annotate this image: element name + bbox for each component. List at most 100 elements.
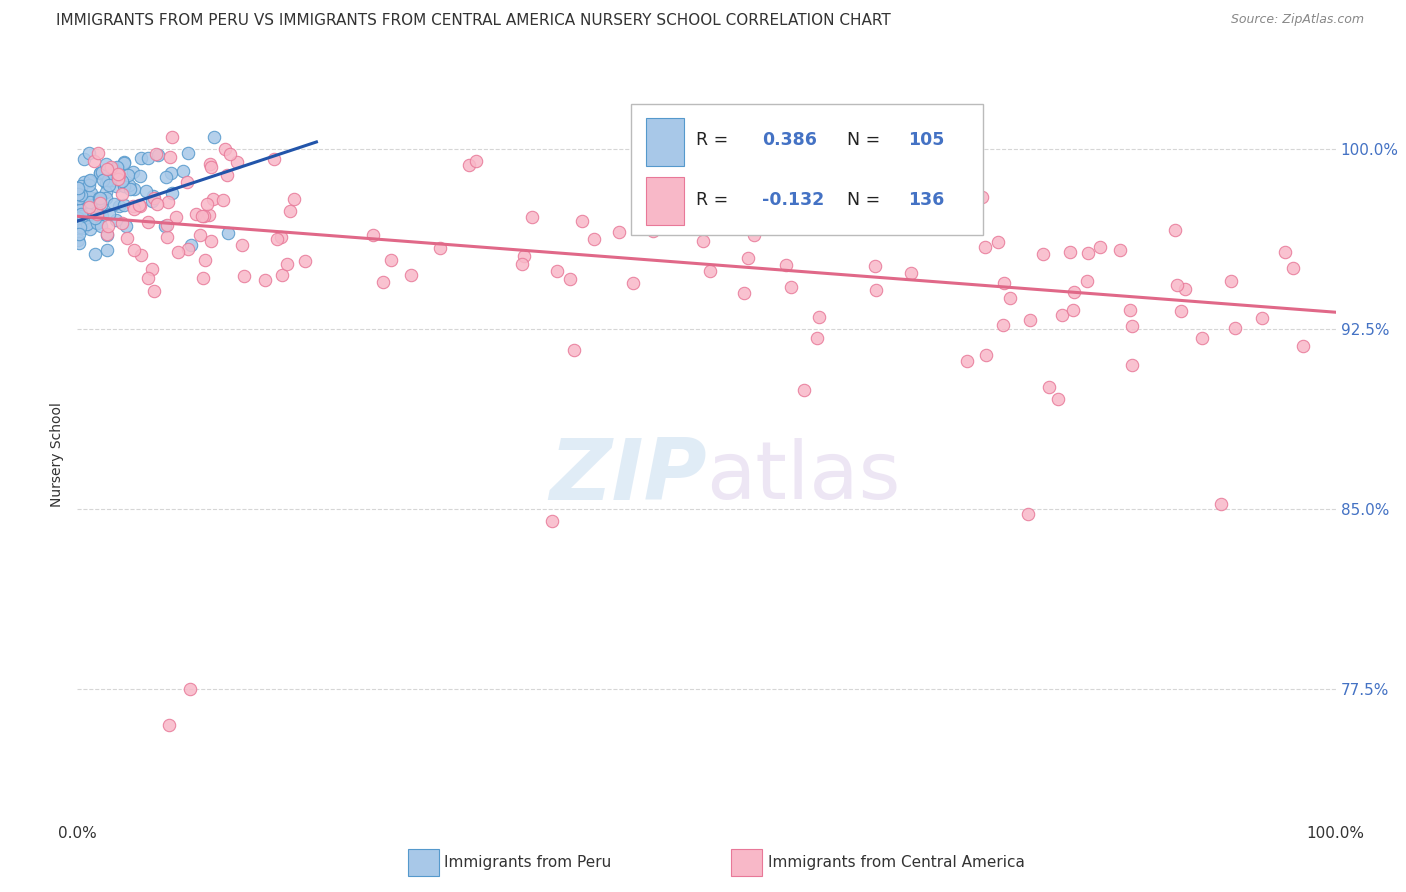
Point xyxy=(105,179,128,194)
Point xyxy=(76,207,98,221)
Point xyxy=(96,227,118,242)
Point xyxy=(104,212,127,227)
Point xyxy=(129,199,152,213)
Point xyxy=(67,227,90,241)
Point xyxy=(1088,239,1111,253)
Point xyxy=(120,182,142,196)
Point xyxy=(558,272,581,286)
Point xyxy=(1209,497,1232,511)
Point xyxy=(111,186,134,201)
Text: R =: R = xyxy=(696,131,734,149)
Point xyxy=(111,216,134,230)
Point xyxy=(96,162,118,177)
Point xyxy=(1077,245,1099,260)
Point xyxy=(522,210,544,224)
Point xyxy=(77,178,100,193)
Point xyxy=(98,207,121,221)
Point xyxy=(90,198,112,212)
Point xyxy=(993,276,1015,290)
Point xyxy=(215,168,238,182)
Point xyxy=(1121,358,1143,372)
Point xyxy=(73,187,96,202)
Point xyxy=(165,210,187,224)
Point xyxy=(699,264,721,278)
Point xyxy=(1292,339,1315,353)
Point xyxy=(98,178,121,193)
Point xyxy=(583,232,606,246)
Point xyxy=(111,174,134,188)
Point xyxy=(114,219,136,233)
Point xyxy=(136,215,159,229)
Point xyxy=(79,221,101,235)
Point xyxy=(779,280,801,294)
Point xyxy=(1191,331,1213,345)
Point xyxy=(97,173,120,187)
Point xyxy=(283,192,305,206)
Point xyxy=(159,150,181,164)
Point xyxy=(84,246,107,260)
Point xyxy=(775,259,797,273)
Point xyxy=(219,147,242,161)
Point xyxy=(73,208,96,222)
Point xyxy=(112,198,135,212)
Point xyxy=(1032,247,1054,261)
Point xyxy=(371,275,394,289)
Point xyxy=(457,158,479,172)
Point xyxy=(70,208,93,222)
Point xyxy=(194,252,217,267)
Point xyxy=(69,202,91,217)
Point xyxy=(121,199,143,213)
Point xyxy=(117,168,139,182)
Point xyxy=(1059,244,1081,259)
Point xyxy=(66,211,89,225)
Point xyxy=(72,206,94,220)
Point xyxy=(94,157,117,171)
Point xyxy=(294,253,316,268)
Point xyxy=(1170,303,1192,318)
Point xyxy=(107,199,129,213)
Point xyxy=(231,237,253,252)
Point xyxy=(76,217,98,231)
Point xyxy=(1017,507,1039,521)
Point xyxy=(70,207,93,221)
Point xyxy=(733,286,755,301)
Point xyxy=(155,219,177,233)
Point xyxy=(122,243,145,257)
Point xyxy=(167,245,190,260)
Point xyxy=(73,175,96,189)
Point xyxy=(263,152,285,166)
Point xyxy=(541,514,564,528)
Point xyxy=(1019,313,1042,327)
Point xyxy=(188,227,211,242)
Point xyxy=(67,235,90,250)
Point xyxy=(201,192,224,206)
Point xyxy=(100,160,122,174)
Text: Immigrants from Peru: Immigrants from Peru xyxy=(444,855,612,870)
Point xyxy=(900,266,922,280)
Point xyxy=(94,176,117,190)
Point xyxy=(77,200,100,214)
Point xyxy=(212,194,235,208)
Text: IMMIGRANTS FROM PERU VS IMMIGRANTS FROM CENTRAL AMERICA NURSERY SCHOOL CORRELATI: IMMIGRANTS FROM PERU VS IMMIGRANTS FROM … xyxy=(56,13,891,29)
Point xyxy=(96,228,118,243)
Point xyxy=(865,259,887,273)
Point xyxy=(107,172,129,186)
Point xyxy=(270,229,292,244)
Point xyxy=(112,155,135,169)
Point xyxy=(278,204,301,219)
Point xyxy=(128,169,150,183)
Point xyxy=(77,174,100,188)
Point xyxy=(87,146,110,161)
Text: 105: 105 xyxy=(908,131,945,149)
Point xyxy=(198,208,221,222)
Point xyxy=(128,197,150,211)
Point xyxy=(73,219,96,233)
Point xyxy=(96,243,118,257)
Point xyxy=(193,209,215,223)
Point xyxy=(232,268,254,283)
Point xyxy=(142,191,165,205)
Point xyxy=(96,185,118,199)
Point xyxy=(987,235,1010,249)
Point xyxy=(195,197,218,211)
Point xyxy=(156,230,179,244)
